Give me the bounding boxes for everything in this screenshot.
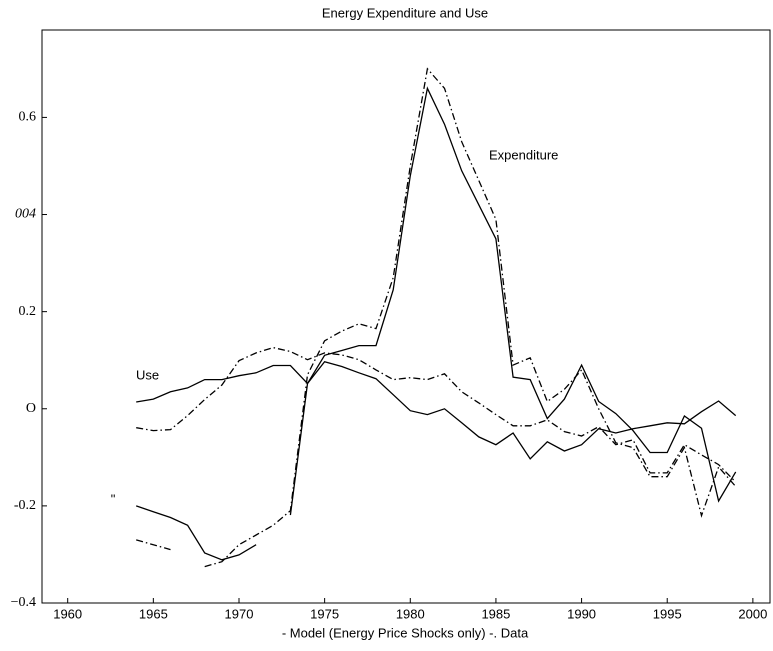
series-line — [204, 67, 737, 568]
x-tick-label: 1985 — [481, 606, 510, 621]
y-tick-label: 004 — [15, 207, 36, 222]
annotation: " — [111, 491, 116, 506]
series-line — [136, 539, 171, 551]
y-tick-label: -0.2 — [14, 498, 36, 513]
series-line — [136, 360, 737, 460]
x-tick-label: 1995 — [653, 606, 682, 621]
x-axis-label: - Model (Energy Price Shocks only) -. Da… — [282, 625, 529, 640]
annotation: Expenditure — [489, 147, 558, 162]
plot-frame — [41, 29, 771, 604]
y-tick-label: O — [26, 401, 36, 416]
x-tick-label: 1980 — [396, 606, 425, 621]
y-tick-label: 0.2 — [19, 304, 37, 319]
x-tick-label: 1990 — [567, 606, 596, 621]
x-tick-label: 1960 — [53, 606, 82, 621]
x-tick-label: 2000 — [738, 606, 767, 621]
series-line — [135, 505, 257, 561]
y-tick-label: −0.4 — [11, 595, 36, 610]
series-line — [136, 346, 737, 483]
annotation: Use — [136, 367, 159, 382]
y-tick-label: 0.6 — [19, 110, 37, 125]
x-tick-label: 1975 — [310, 606, 339, 621]
series-line — [289, 86, 737, 516]
x-tick-label: 1965 — [139, 606, 168, 621]
chart-title: Energy Expenditure and Use — [322, 5, 488, 20]
x-tick-label: 1970 — [225, 606, 254, 621]
